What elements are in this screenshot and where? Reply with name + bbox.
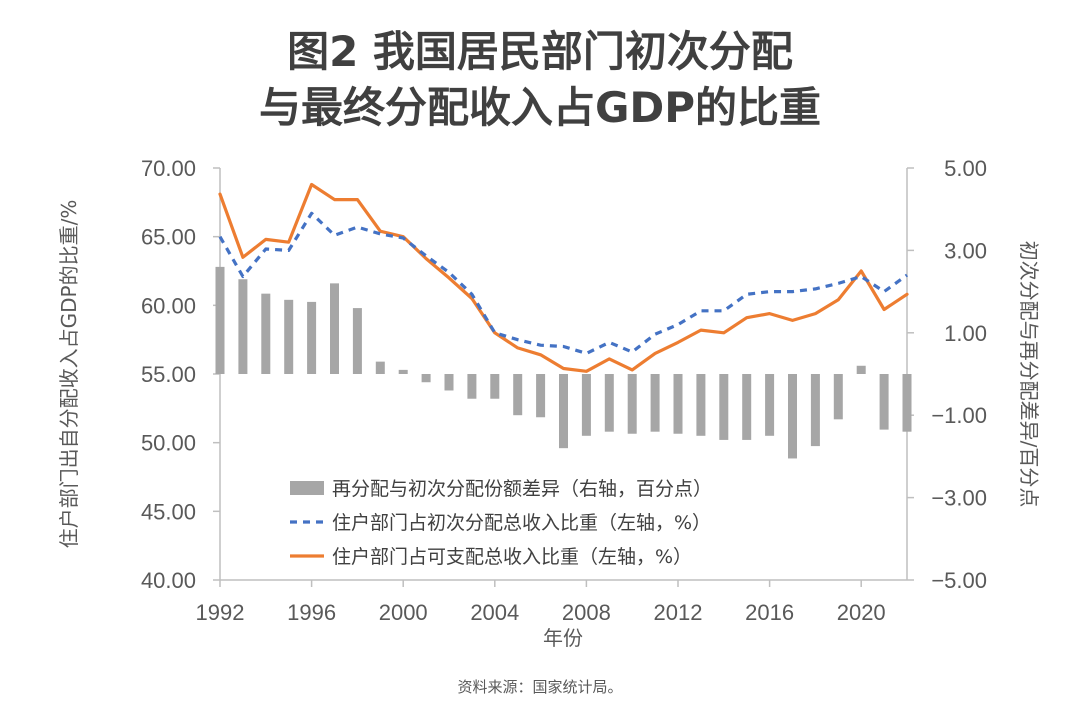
x-tick-label: 1992 (196, 600, 245, 625)
disposable-income-share-line (218, 182, 909, 373)
bar-diff-2001 (421, 374, 431, 383)
right-tick-label: −3.00 (931, 486, 987, 511)
primary-income-share-line (218, 211, 908, 355)
bar-diff-1998 (352, 308, 362, 374)
left-tick-label: 60.00 (141, 293, 196, 318)
bar-diff-1997 (330, 283, 339, 374)
x-axis-label: 年份 (543, 626, 583, 650)
left-tick-label: 55.00 (141, 362, 196, 387)
bar-diff-2018 (810, 374, 820, 447)
bar-diff-2015 (742, 374, 752, 440)
x-tick-label: 2000 (379, 600, 428, 625)
bar-diff-1996 (307, 301, 317, 374)
bar-diff-2009 (604, 374, 614, 432)
bar-diff-1999 (375, 361, 385, 374)
bar-diff-2020 (856, 365, 866, 374)
right-tick-label: 3.00 (944, 238, 987, 263)
bar-diff-2019 (833, 374, 843, 420)
bar-diff-2011 (650, 374, 660, 432)
left-tick-label: 40.00 (141, 568, 196, 593)
bar-diff-1993 (238, 279, 248, 374)
left-tick-label: 50.00 (141, 431, 196, 456)
x-tick-label: 2004 (470, 600, 519, 625)
left-tick-label: 45.00 (141, 499, 196, 524)
x-tick-label: 1996 (287, 600, 336, 625)
chart-title: 图2 我国居民部门初次分配 与最终分配收入占GDP的比重 (0, 24, 1080, 136)
x-tick-label: 2012 (654, 600, 703, 625)
bar-diff-2002 (444, 374, 454, 391)
bar-diff-2008 (581, 374, 591, 436)
chart-title-line-1: 图2 我国居民部门初次分配 (287, 27, 793, 76)
right-tick-label: 5.00 (944, 156, 987, 181)
bar-diff-2013 (696, 374, 706, 436)
bar-diff-2005 (513, 374, 523, 416)
right-tick-label: 1.00 (944, 321, 987, 346)
bar-diff-2014 (719, 374, 729, 440)
left-tick-label: 70.00 (141, 156, 196, 181)
legend-label-dashed: 住户部门占初次分配总收入比重（左轴，%） (332, 512, 711, 534)
bar-diff-2017 (788, 374, 797, 459)
right-y-axis-label: 初次分配与再分配差异/百分点 (1017, 241, 1041, 508)
bar-diff-1992 (215, 266, 225, 374)
bar-diff-2006 (536, 374, 546, 418)
bar-diff-2004 (490, 374, 500, 399)
right-tick-label: −5.00 (931, 568, 987, 593)
bar-diff-2000 (398, 369, 408, 374)
bar-diff-2012 (673, 374, 683, 434)
x-tick-label: 2020 (837, 600, 886, 625)
bar-diff-2021 (879, 374, 889, 430)
bar-diff-2003 (467, 374, 477, 399)
left-y-axis-label: 住户部门出自分配收入占GDP的比重/% (57, 200, 81, 549)
right-tick-label: −1.00 (931, 403, 987, 428)
bar-diff-2010 (627, 374, 637, 434)
bar-diff-2016 (765, 374, 775, 436)
x-tick-label: 2016 (745, 600, 794, 625)
source-note: 资料来源：国家统计局。 (457, 678, 623, 696)
legend-label-bar: 再分配与初次分配份额差异（右轴，百分点） (332, 478, 712, 500)
left-tick-label: 65.00 (141, 225, 196, 250)
bar-diff-2007 (559, 374, 568, 449)
legend-swatch-bar (290, 481, 324, 495)
chart-title-line-2: 与最终分配收入占GDP的比重 (258, 83, 822, 132)
bar-diff-1994 (261, 293, 271, 374)
bar-diff-2022 (902, 374, 912, 432)
bar-diff-1995 (284, 299, 294, 374)
x-tick-label: 2008 (562, 600, 611, 625)
legend-label-solid: 住户部门占可支配总收入比重（左轴，%） (332, 546, 692, 568)
